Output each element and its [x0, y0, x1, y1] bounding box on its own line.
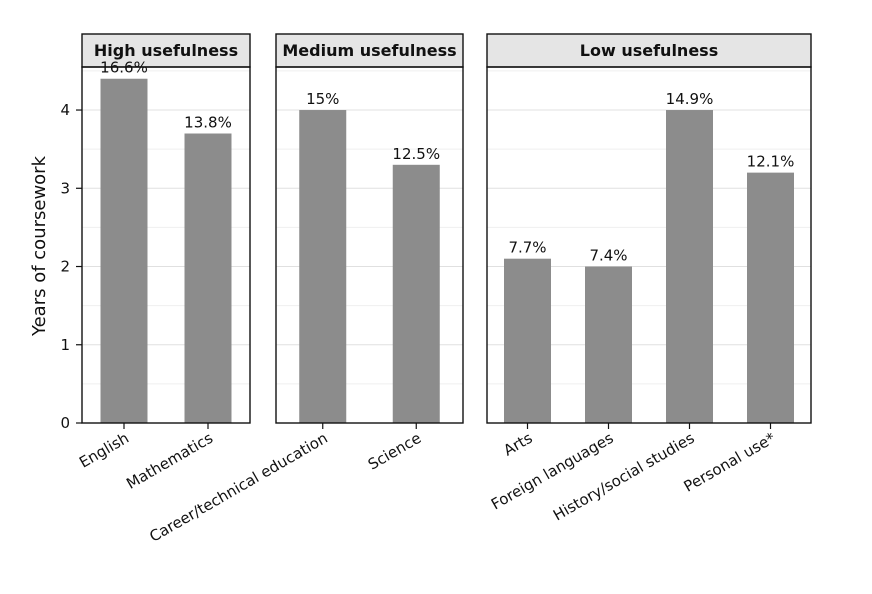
y-tick-label: 2 [60, 258, 70, 276]
y-tick-label: 1 [60, 336, 70, 354]
x-tick-label: History/social studies [550, 429, 698, 525]
panel-strip [486, 33, 812, 68]
panel-frame [486, 66, 812, 424]
data-label: 13.8% [184, 114, 232, 132]
data-label: 14.9% [666, 90, 714, 108]
data-label: 7.4% [589, 247, 627, 265]
panel-frame [275, 66, 464, 424]
data-label: 7.7% [508, 239, 546, 257]
bar [392, 164, 440, 424]
x-tick-label: Career/technical education [146, 429, 330, 546]
panel-frame [81, 66, 251, 424]
bar [100, 78, 148, 423]
y-tick-label: 4 [60, 101, 70, 119]
bar [184, 133, 232, 423]
data-label: 12.5% [392, 145, 440, 163]
data-label: 12.1% [747, 153, 795, 171]
panel-title: Medium usefulness [282, 41, 456, 60]
x-tick-label: Arts [500, 429, 535, 460]
y-tick-label: 3 [60, 179, 70, 197]
bar [504, 258, 551, 423]
panel-title: Low usefulness [580, 41, 718, 60]
panel-strip [81, 33, 251, 68]
bar [747, 172, 794, 423]
x-tick-label: Science [365, 429, 424, 474]
panel-strip [275, 33, 464, 68]
y-tick-label: 0 [60, 414, 70, 432]
data-label: 15% [306, 90, 339, 108]
y-axis: 0 1 2 3 4 [60, 101, 82, 432]
y-axis-title: Years of coursework [29, 155, 50, 337]
x-tick-label: Personal use* [681, 429, 779, 496]
bar [299, 110, 347, 424]
x-tick-label: Mathematics [123, 429, 216, 493]
data-label: 16.6% [100, 59, 148, 77]
x-tick-label: English [76, 429, 132, 472]
bar [666, 110, 713, 424]
panel-title: High usefulness [94, 41, 238, 60]
bar [585, 266, 632, 423]
